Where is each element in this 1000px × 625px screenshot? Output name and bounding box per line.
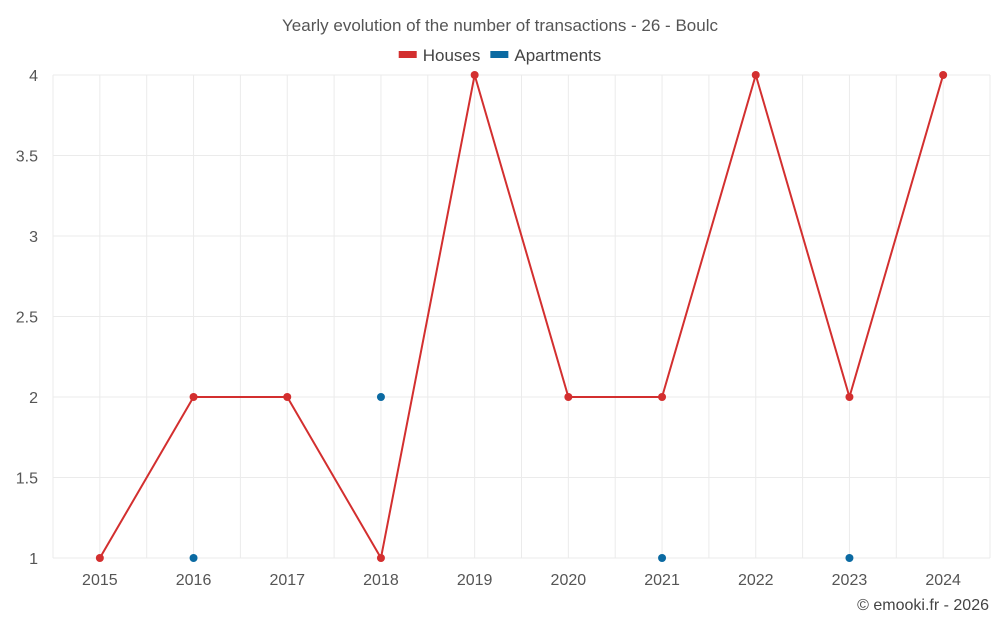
legend: Houses Apartments [398,46,601,65]
credit-text: © emooki.fr - 2026 [857,597,989,614]
data-point[interactable] [376,554,385,562]
grid [52,74,991,559]
y-tick-label: 3.5 [16,149,38,166]
series-houses [95,71,948,562]
data-point[interactable] [189,554,198,562]
data-point[interactable] [939,71,948,79]
legend-item-apartments[interactable]: Apartments [490,46,601,65]
x-tick-label: 2021 [644,572,680,589]
data-point[interactable] [376,393,385,401]
x-tick-label: 2023 [832,572,868,589]
y-tick-label: 2.5 [16,310,38,327]
x-tick-label: 2024 [925,572,961,589]
data-point[interactable] [283,393,292,401]
y-tick-label: 2 [29,390,38,407]
data-point[interactable] [470,71,479,79]
series-apartments [189,393,854,562]
data-point[interactable] [751,71,760,79]
x-tick-label: 2016 [176,572,212,589]
chart-title: Yearly evolution of the number of transa… [282,16,718,35]
data-point[interactable] [189,393,198,401]
data-point[interactable] [845,393,854,401]
x-tick-label: 2018 [363,572,399,589]
legend-swatch [490,51,509,58]
y-tick-label: 4 [29,68,38,85]
x-tick-label: 2017 [269,572,305,589]
data-point[interactable] [564,393,573,401]
x-tick-label: 2015 [82,572,118,589]
data-point[interactable] [658,393,667,401]
y-tick-label: 3 [29,229,38,246]
legend-label: Houses [423,46,481,65]
x-tick-label: 2020 [551,572,587,589]
series-layer [95,71,948,562]
x-tick-label: 2019 [457,572,493,589]
legend-swatch [398,51,417,58]
series-line-houses [98,74,945,559]
y-tick-label: 1.5 [16,471,38,488]
axes: 1 1.5 2 2.5 3 3.5 4 2015 2016 2017 2018 2019 2020 202… [16,68,961,589]
data-point[interactable] [95,554,104,562]
data-point[interactable] [658,554,667,562]
y-tick-label: 1 [29,551,38,568]
legend-item-houses[interactable]: Houses [398,46,481,65]
x-tick-label: 2022 [738,572,774,589]
legend-label: Apartments [514,46,601,65]
data-point[interactable] [845,554,854,562]
